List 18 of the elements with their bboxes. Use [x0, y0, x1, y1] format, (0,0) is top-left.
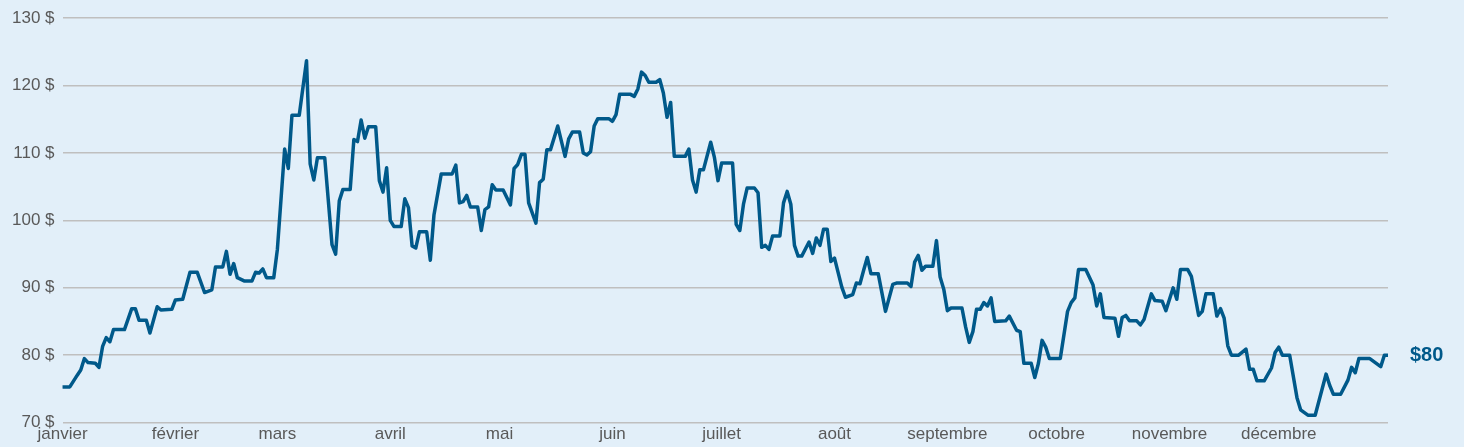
y-tick-label: 100 $ [11, 210, 56, 230]
x-tick-label: août [817, 424, 852, 444]
x-tick-label: décembre [1240, 424, 1317, 444]
y-tick-label: 130 $ [11, 7, 56, 27]
annotation: $80 [1410, 342, 1444, 365]
x-tick-label: septembre [907, 424, 988, 444]
y-tick-label: 90 $ [21, 277, 56, 297]
x-tick-label: mai [485, 424, 514, 444]
x-tick-label: avril [374, 424, 406, 444]
y-tick-label: 110 $ [13, 142, 56, 162]
y-tick-label: 80 $ [21, 344, 56, 364]
x-tick-label: octobre [1028, 424, 1085, 444]
y-tick-label: 120 $ [11, 75, 56, 95]
x-tick-label: juin [598, 424, 626, 444]
x-tick-label: juillet [701, 424, 742, 444]
x-tick-label: mars [258, 424, 297, 444]
x-tick-label: février [151, 424, 200, 444]
x-tick-label: novembre [1131, 424, 1208, 444]
